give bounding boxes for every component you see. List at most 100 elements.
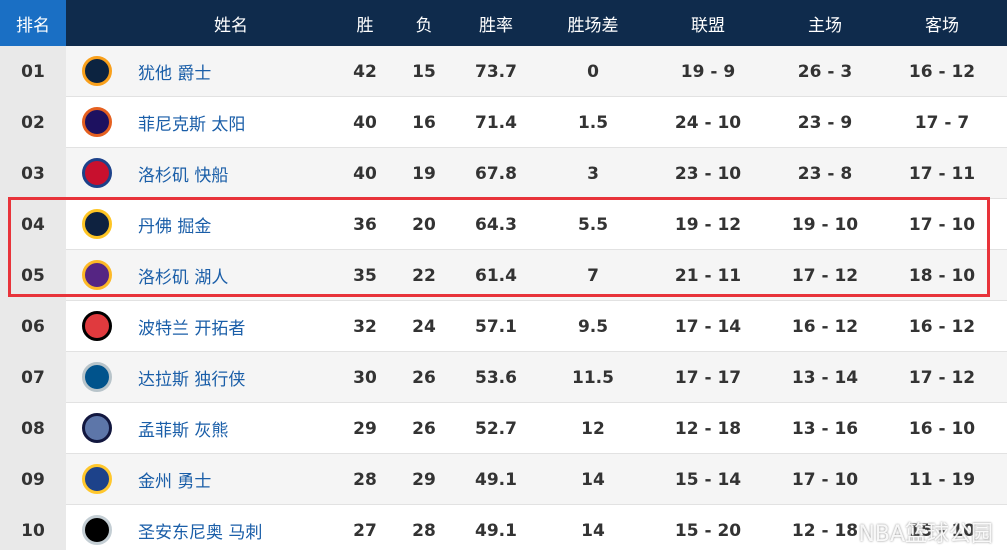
rank-cell: 10 — [0, 505, 66, 550]
stat-cell: 42 — [353, 61, 377, 82]
stat-cell: 23 - 8 — [797, 163, 853, 184]
stat-cell: 71.4 — [475, 112, 517, 133]
stat-cell: 1.5 — [577, 112, 609, 133]
stat-cell: 17 - 12 — [908, 367, 976, 388]
stat-cell: 29 — [353, 418, 377, 439]
team-logo — [82, 158, 112, 188]
stat-cell: 32 — [353, 316, 377, 337]
stat-cell: 19 - 9 — [680, 61, 736, 82]
team-name: 圣安东尼奥 马刺 — [138, 523, 263, 543]
stat-cell: 17 - 11 — [908, 163, 976, 184]
stat-cell: 21 - 11 — [674, 265, 742, 286]
team-name: 犹他 爵士 — [138, 64, 212, 84]
stat-cell: 18 - 10 — [908, 265, 976, 286]
header-cell: 胜场差 — [567, 15, 619, 36]
stat-cell: 19 - 12 — [674, 214, 742, 235]
stat-cell: 16 - 10 — [908, 418, 976, 439]
team-logo — [82, 362, 112, 392]
stat-cell: 57.1 — [475, 316, 517, 337]
row-bg — [0, 199, 1007, 250]
stat-cell: 19 - 10 — [791, 214, 859, 235]
rank-cell: 07 — [0, 352, 66, 403]
stat-cell: 61.4 — [475, 265, 517, 286]
team-name: 洛杉矶 湖人 — [138, 268, 229, 288]
stat-cell: 12 - 18 — [674, 418, 742, 439]
rank-header-bg — [0, 0, 66, 46]
team-name: 金州 勇士 — [138, 472, 212, 492]
team-name: 菲尼克斯 太阳 — [138, 115, 246, 135]
team-name: 丹佛 掘金 — [138, 217, 212, 237]
stat-cell: 14 — [581, 469, 605, 490]
stat-cell: 49.1 — [475, 469, 517, 490]
stat-cell: 0 — [587, 61, 599, 82]
header-cell: 负 — [415, 15, 433, 36]
stat-cell: 16 - 12 — [908, 61, 976, 82]
row-bg — [0, 454, 1007, 505]
team-name: 孟菲斯 灰熊 — [138, 421, 229, 441]
stat-cell: 49.1 — [475, 520, 517, 541]
header-cell: 胜 — [356, 15, 374, 36]
stat-cell: 20 — [412, 214, 436, 235]
stat-cell: 17 - 12 — [791, 265, 859, 286]
stat-cell: 11 - 19 — [908, 469, 976, 490]
stat-cell: 73.7 — [475, 61, 517, 82]
rank-cell: 06 — [0, 301, 66, 352]
stat-cell: 16 — [412, 112, 436, 133]
rank-cell: 02 — [0, 97, 66, 148]
header-cell: 联盟 — [691, 15, 725, 36]
stat-cell: 17 - 7 — [914, 112, 970, 133]
row-bg — [0, 301, 1007, 352]
header-cell: 胜率 — [479, 15, 513, 36]
row-bg — [0, 250, 1007, 301]
stat-cell: 36 — [353, 214, 377, 235]
stat-cell: 28 — [353, 469, 377, 490]
stat-cell: 24 - 10 — [674, 112, 742, 133]
team-name: 洛杉矶 快船 — [138, 166, 229, 186]
watermark: NBA篮球公园 — [858, 522, 993, 547]
team-logo — [82, 515, 112, 545]
stat-cell: 53.6 — [475, 367, 517, 388]
stat-cell: 30 — [353, 367, 377, 388]
stat-cell: 3 — [587, 163, 599, 184]
header-cell: 排名 — [16, 15, 50, 36]
team-logo — [82, 464, 112, 494]
stat-cell: 17 - 10 — [791, 469, 859, 490]
stat-cell: 13 - 16 — [791, 418, 859, 439]
team-name: 达拉斯 独行侠 — [138, 370, 246, 390]
stat-cell: 28 — [412, 520, 436, 541]
stat-cell: 24 — [412, 316, 436, 337]
stat-cell: 15 - 10 — [908, 520, 976, 541]
row-bg — [0, 352, 1007, 403]
stat-cell: 15 - 20 — [674, 520, 742, 541]
header-bar — [0, 0, 1007, 46]
row-bg — [0, 505, 1007, 550]
stat-cell: 7 — [587, 265, 599, 286]
team-logo — [82, 107, 112, 137]
stat-cell: 26 — [412, 367, 436, 388]
team-logo — [82, 56, 112, 86]
stat-cell: 26 - 3 — [797, 61, 853, 82]
stat-cell: 16 - 12 — [791, 316, 859, 337]
rank-cell: 01 — [0, 46, 66, 97]
stat-cell: 17 - 14 — [674, 316, 742, 337]
rank-cell: 09 — [0, 454, 66, 505]
stat-cell: 22 — [412, 265, 436, 286]
stat-cell: 13 - 14 — [791, 367, 859, 388]
header-cell: 主场 — [808, 15, 842, 36]
stat-cell: 23 - 10 — [674, 163, 742, 184]
stat-cell: 11.5 — [572, 367, 614, 388]
stat-cell: 27 — [353, 520, 377, 541]
stat-cell: 12 — [581, 418, 605, 439]
stat-cell: 35 — [353, 265, 377, 286]
team-logo — [82, 413, 112, 443]
stat-cell: 29 — [412, 469, 436, 490]
team-name: 波特兰 开拓者 — [138, 319, 246, 339]
rank-cell: 04 — [0, 199, 66, 250]
stat-cell: 14 — [581, 520, 605, 541]
stat-cell: 67.8 — [475, 163, 517, 184]
stat-cell: 15 - 14 — [674, 469, 742, 490]
stat-cell: 17 - 17 — [674, 367, 742, 388]
team-logo — [82, 311, 112, 341]
rank-cell: 03 — [0, 148, 66, 199]
